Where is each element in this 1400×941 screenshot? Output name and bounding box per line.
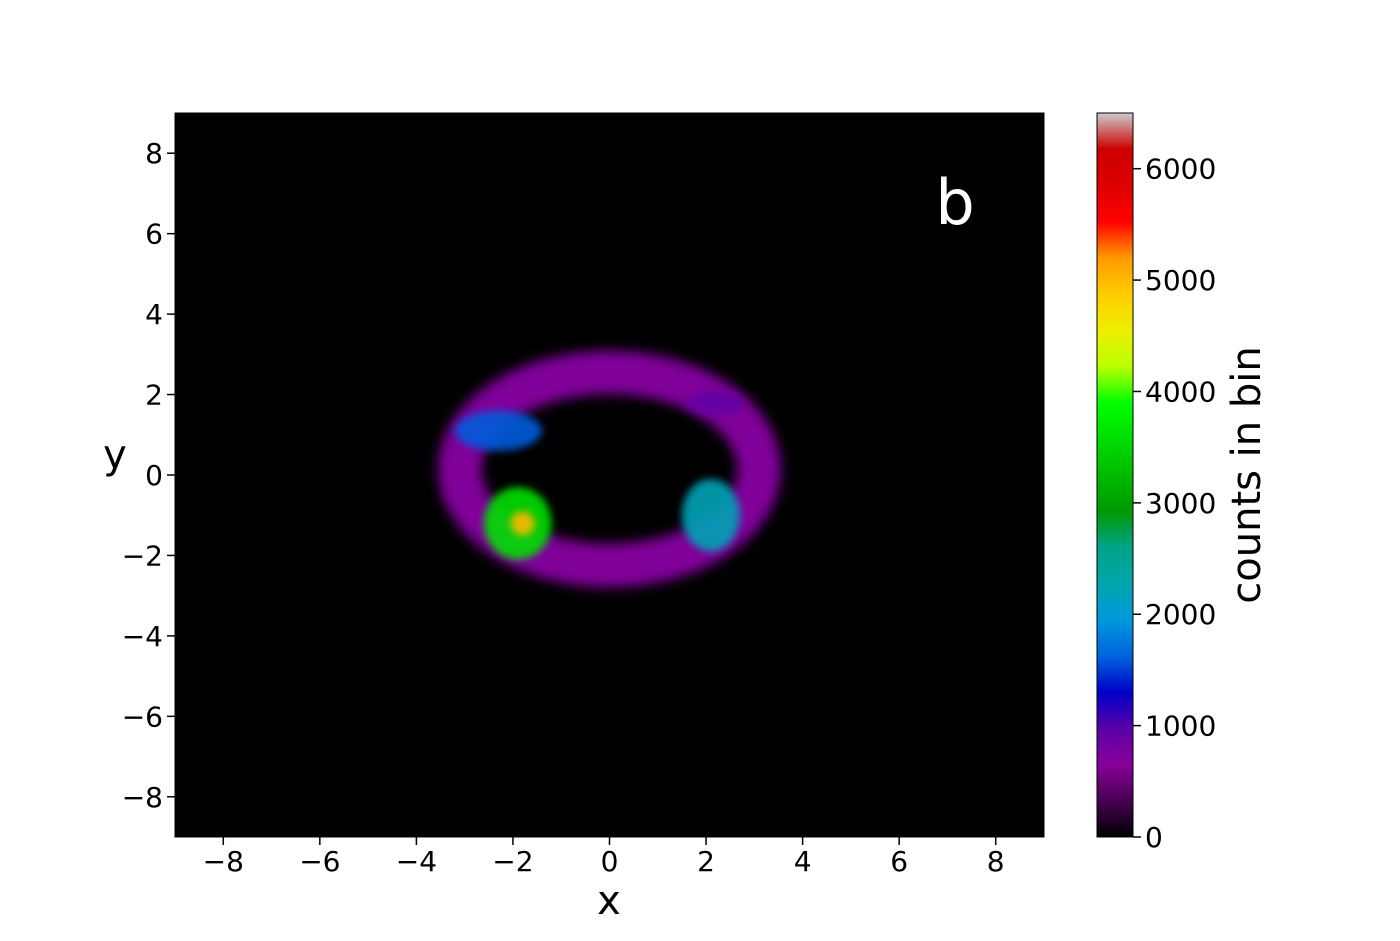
colorbar-tick-label: 1000	[1145, 710, 1216, 743]
y-tick-label: 0	[145, 459, 163, 492]
y-tick-label: 4	[145, 298, 163, 331]
y-tick-label: 6	[145, 218, 163, 251]
x-axis: −8 −6 −4 −2 0 2 4 6 8	[203, 837, 1005, 878]
colorbar-tick-label: 3000	[1145, 487, 1216, 520]
colorbar-tick-label: 2000	[1145, 598, 1216, 631]
density-lobe	[686, 390, 745, 415]
y-tick-label: 8	[145, 137, 163, 170]
x-axis-label: x	[597, 878, 621, 924]
panel-label: b	[935, 166, 974, 239]
x-tick-label: −8	[203, 845, 244, 878]
colorbar-tick-label: 0	[1145, 821, 1163, 854]
density-lobe	[681, 479, 740, 552]
colorbar-axis: 0 1000 2000 3000 4000 5000 6000	[1133, 153, 1216, 854]
x-tick-label: −2	[492, 845, 533, 878]
colorbar-tick-label: 6000	[1145, 153, 1216, 186]
colorbar-tick-label: 4000	[1145, 375, 1216, 408]
x-tick-label: 8	[987, 845, 1005, 878]
x-tick-label: 6	[890, 845, 908, 878]
y-tick-label: −8	[122, 781, 163, 814]
colorbar-label: counts in bin	[1224, 346, 1270, 603]
density-ring	[438, 350, 781, 588]
x-tick-label: 0	[601, 845, 619, 878]
y-axis: −8 −6 −4 −2 0 2 4 6 8	[122, 137, 175, 814]
y-tick-label: −2	[122, 539, 163, 572]
y-axis-label: y	[103, 432, 127, 478]
x-tick-label: 2	[697, 845, 715, 878]
density-layer	[438, 350, 781, 588]
x-tick-label: −4	[396, 845, 437, 878]
colorbar-tick-label: 5000	[1145, 264, 1216, 297]
plot-area	[175, 113, 1044, 837]
colorbar	[1096, 112, 1134, 838]
x-tick-label: 4	[794, 845, 812, 878]
x-tick-label: −6	[299, 845, 340, 878]
density-lobe	[510, 511, 535, 536]
y-tick-label: −6	[122, 700, 163, 733]
y-tick-label: −4	[122, 620, 163, 653]
density-lobe	[455, 410, 542, 451]
plot-frame	[174, 112, 1045, 838]
y-tick-label: 2	[145, 379, 163, 412]
